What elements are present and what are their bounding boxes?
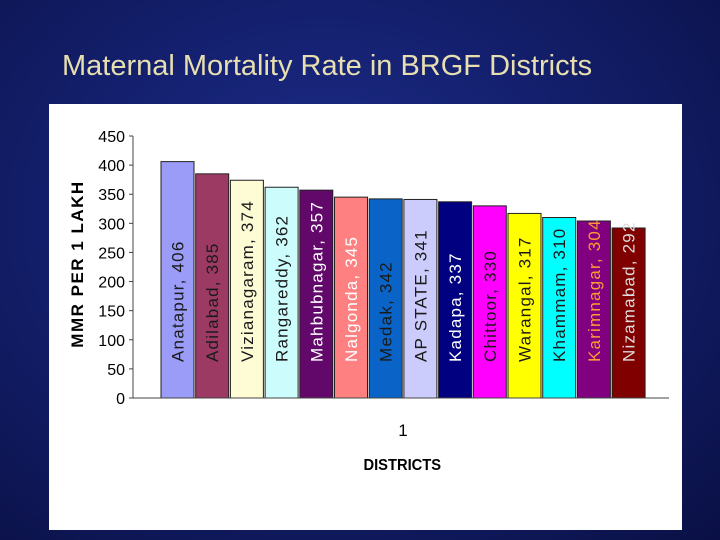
- slide-title: Maternal Mortality Rate in BRGF District…: [62, 50, 593, 82]
- y-tick-label: 250: [98, 245, 125, 262]
- bar-data-label: Mahbubnagar, 357: [307, 201, 326, 362]
- bar-data-label: Vizianagaram, 374: [238, 200, 257, 362]
- bar-chittoor: [472, 205, 507, 399]
- bar-karimnagar: [576, 220, 611, 399]
- bar-data-label: Chittoor, 330: [481, 250, 500, 362]
- y-tick-label: 50: [107, 362, 125, 379]
- bar-data-label: Adilabad, 385: [203, 242, 222, 362]
- y-axis-ticks: 0 50 100 150 200 250 300 350 400 450: [98, 129, 133, 408]
- bar-kadapa: [438, 201, 473, 399]
- bar-data-label: Nizamabad, 292: [620, 221, 639, 362]
- y-axis-label: MMR PER 1 LAKH: [68, 180, 87, 347]
- chart-panel: 0 50 100 150 200 250 300 350 400 450 Anatapur, 40…: [49, 104, 682, 530]
- bar-chart: 0 50 100 150 200 250 300 350 400 450 Anatapur, 40…: [68, 129, 669, 474]
- bar-data-label: AP STATE, 341: [411, 229, 430, 362]
- x-axis-tick-label: 1: [398, 421, 407, 440]
- bar-nalgonda: [334, 196, 368, 399]
- bar-data-label: Rangareddy, 362: [273, 215, 292, 362]
- bar-data-label: Nalgonda, 345: [342, 236, 361, 362]
- y-tick-label: 200: [98, 275, 125, 292]
- bar-anatapur: [160, 161, 195, 399]
- bar-warangal: [507, 212, 542, 399]
- y-tick-label: 400: [98, 158, 125, 175]
- bar-data-label: Warangal, 317: [516, 236, 535, 362]
- bar-nizamabad: [611, 227, 646, 399]
- y-tick-label: 450: [98, 129, 125, 146]
- y-tick-label: 100: [98, 333, 125, 350]
- bar-labels-group: Anatapur, 406 Adilabad, 385 Vizianagaram, …: [169, 200, 639, 362]
- y-tick-label: 0: [116, 391, 125, 408]
- x-axis-label: DISTRICTS: [363, 456, 441, 474]
- bar-data-label: Medak, 342: [377, 261, 396, 362]
- y-tick-label: 350: [98, 187, 125, 204]
- bar-adilabad: [195, 173, 230, 399]
- bar-data-label: Karimnagar, 304: [585, 219, 604, 362]
- bars-group: [160, 161, 646, 399]
- y-tick-label: 300: [98, 216, 125, 233]
- y-tick-label: 150: [98, 304, 125, 321]
- bar-ap-state: [403, 198, 438, 399]
- bar-khammam: [542, 217, 577, 399]
- bar-mahbubnagar: [299, 189, 334, 399]
- bar-medak: [368, 198, 403, 399]
- bar-data-label: Kadapa, 337: [446, 252, 465, 362]
- bar-data-label: Anatapur, 406: [169, 241, 188, 362]
- bar-data-label: Khammam, 310: [550, 228, 569, 362]
- bar-rangareddy: [264, 186, 299, 399]
